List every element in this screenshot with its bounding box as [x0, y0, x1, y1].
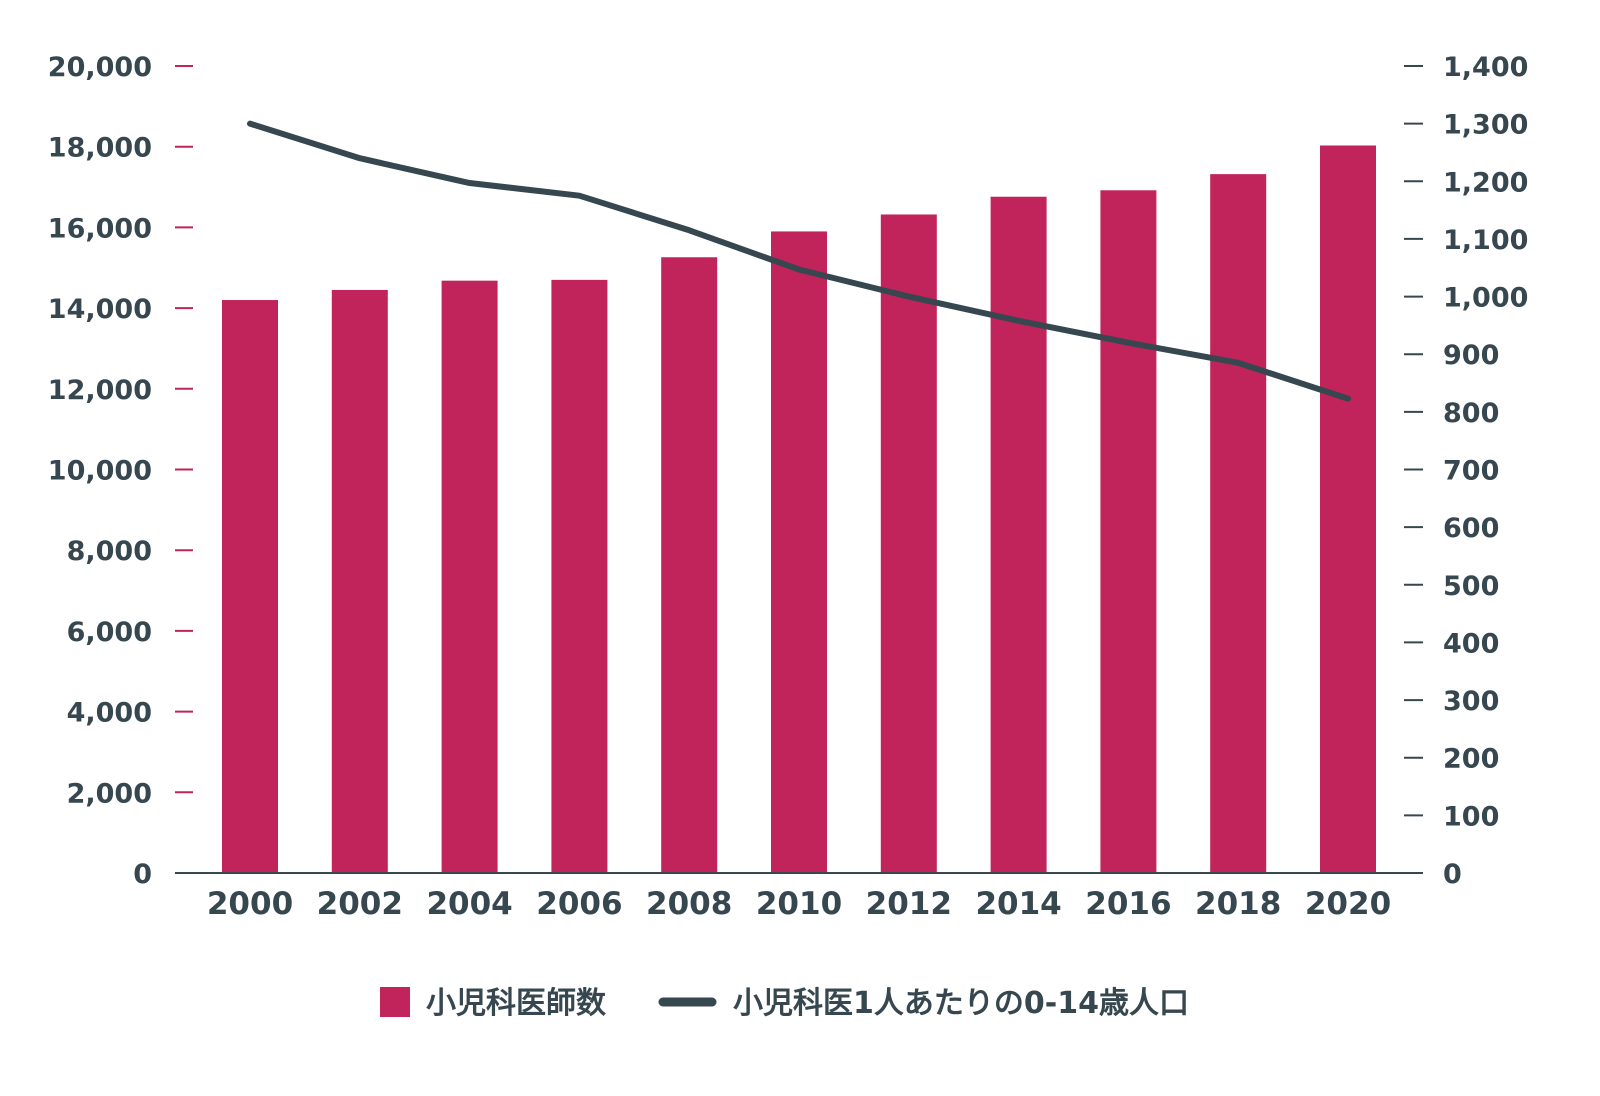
x-tick-label: 2018: [1195, 886, 1281, 922]
x-tick-label: 2010: [756, 886, 842, 922]
bar: [771, 231, 827, 873]
legend-bar-swatch: [380, 987, 410, 1017]
right-tick-label: 1,200: [1443, 167, 1528, 198]
bar: [551, 279, 608, 874]
right-tick-label: 300: [1443, 686, 1499, 717]
right-tick-label: 1,100: [1443, 225, 1528, 256]
right-tick-label: 900: [1443, 340, 1499, 371]
bar: [331, 289, 388, 873]
left-tick-label: 0: [133, 859, 152, 890]
left-tick-label: 12,000: [48, 375, 152, 406]
left-tick-label: 4,000: [67, 698, 152, 729]
left-tick-label: 20,000: [48, 52, 152, 83]
right-tick-label: 600: [1443, 513, 1499, 544]
left-tick-label: 8,000: [67, 536, 152, 567]
x-tick-label: 2016: [1085, 886, 1171, 922]
x-tick-label: 2000: [207, 886, 293, 922]
x-tick-label: 2006: [536, 886, 622, 922]
bar: [1100, 190, 1157, 873]
right-tick-label: 800: [1443, 398, 1499, 429]
right-tick-label: 0: [1443, 859, 1462, 890]
right-tick-label: 400: [1443, 628, 1499, 659]
x-tick-label: 2012: [866, 886, 952, 922]
bar: [661, 257, 718, 873]
bar: [1210, 174, 1267, 873]
bar: [880, 214, 937, 873]
bar-series: [222, 145, 1376, 874]
right-tick-label: 1,000: [1443, 283, 1528, 314]
left-tick-label: 18,000: [48, 133, 152, 164]
legend-bar-label: 小児科医師数: [426, 986, 607, 1021]
right-tick-label: 1,400: [1443, 52, 1528, 83]
x-tick-label: 2008: [646, 886, 732, 922]
x-tick-label: 2002: [317, 886, 403, 922]
x-tick-label: 2020: [1305, 886, 1391, 922]
right-tick-label: 200: [1443, 744, 1499, 775]
right-tick-label: 700: [1443, 456, 1499, 487]
left-tick-label: 6,000: [67, 617, 152, 648]
legend: 小児科医師数 小児科医1人あたりの0-14歳人口: [380, 986, 1189, 1021]
left-tick-label: 2,000: [67, 778, 152, 809]
bar: [441, 280, 498, 873]
bar: [1320, 145, 1376, 873]
left-tick-label: 16,000: [48, 213, 152, 244]
right-tick-label: 500: [1443, 571, 1499, 602]
right-y-axis: 0 100 200 300 400 500 600 700 800 900 1,000 1,100 1,…: [1404, 52, 1528, 890]
x-axis: 2000 2002 2004 2006 2008 2010 2012 2014 2016 2018…: [207, 886, 1391, 922]
line-series: [247, 120, 1351, 402]
bar: [990, 196, 1047, 873]
x-tick-label: 2014: [975, 886, 1061, 922]
right-tick-label: 1,300: [1443, 110, 1528, 141]
left-tick-label: 10,000: [48, 456, 152, 487]
left-y-axis: 0 2,000 4,000 6,000 8,000 10,000 12,000 14,000 1…: [48, 52, 193, 890]
left-tick-label: 14,000: [48, 294, 152, 325]
bar: [222, 300, 278, 873]
legend-line-label: 小児科医1人あたりの0-14歳人口: [733, 986, 1189, 1021]
x-tick-label: 2004: [426, 886, 512, 922]
right-tick-label: 100: [1443, 801, 1499, 832]
